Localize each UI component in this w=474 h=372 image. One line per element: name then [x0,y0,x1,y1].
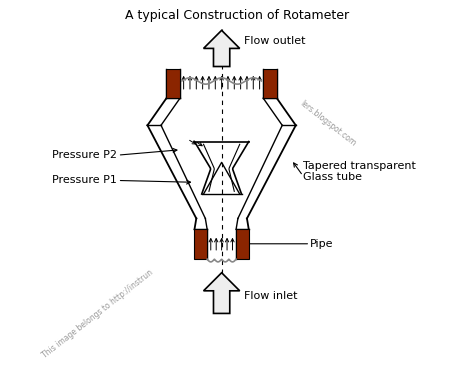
Text: Flow inlet: Flow inlet [244,291,298,301]
Bar [166,69,180,98]
Text: Pressure P1: Pressure P1 [52,176,117,186]
Polygon shape [203,31,240,67]
Text: Tapered transparent: Tapered transparent [303,161,416,171]
Text: This image belongs to http://instrun: This image belongs to http://instrun [41,268,155,360]
Bar [236,229,249,259]
Text: A typical Construction of Rotameter: A typical Construction of Rotameter [125,9,349,22]
Bar [194,229,207,259]
Text: Pressure P2: Pressure P2 [52,150,117,160]
Text: Glass tube: Glass tube [303,172,362,182]
Text: Flow outlet: Flow outlet [244,36,306,46]
Polygon shape [203,273,240,314]
Bar [263,69,277,98]
Text: Pipe: Pipe [310,239,334,249]
Text: lers.blogspot.com: lers.blogspot.com [299,99,358,148]
